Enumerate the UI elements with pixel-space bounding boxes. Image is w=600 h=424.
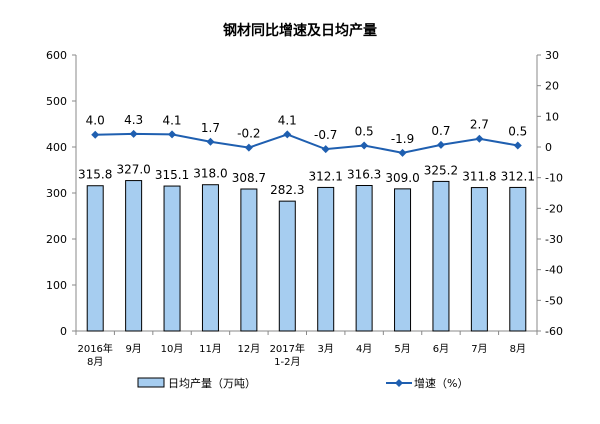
bar-data-label: 312.1 (501, 169, 535, 183)
line-data-label: 4.0 (86, 114, 105, 128)
x-tick-label: 2016年 (77, 342, 112, 355)
line-data-label: 0.5 (508, 124, 527, 138)
x-tick-label: 8月 (87, 356, 103, 368)
bar (163, 185, 181, 332)
line-marker (206, 137, 215, 146)
bar (201, 184, 219, 332)
line-data-label: -0.2 (237, 127, 260, 141)
right-tick-label: -60 (545, 325, 563, 338)
left-tick-label: 0 (60, 325, 67, 338)
legend-bar-label: 日均产量（万吨） (168, 376, 256, 390)
x-tick-label: 10月 (161, 343, 184, 355)
bar-data-label: 309.0 (385, 171, 419, 185)
line-data-label: 4.1 (162, 113, 181, 127)
line-marker (475, 134, 484, 143)
line-marker (360, 141, 369, 150)
bar-data-label: 327.0 (116, 163, 150, 177)
left-tick-label: 200 (46, 233, 67, 246)
x-tick-label: 1-2月 (274, 356, 300, 368)
line-data-label: 0.5 (355, 124, 374, 138)
x-tick-label: 3月 (318, 343, 334, 355)
bar-data-label: 316.3 (347, 168, 381, 182)
line-marker (244, 143, 253, 152)
bar (394, 188, 412, 332)
left-tick-label: 600 (46, 49, 67, 62)
bar (317, 186, 335, 332)
line-data-label: -0.7 (314, 128, 337, 142)
bar-data-label: 315.8 (78, 168, 112, 182)
legend-line-marker (395, 379, 403, 387)
bar (470, 187, 488, 332)
line-data-label: 4.1 (278, 113, 297, 127)
chart-title: 钢材同比增速及日均产量 (223, 22, 377, 39)
bar-data-label: 325.2 (424, 163, 458, 177)
legend-bar-swatch (137, 377, 165, 388)
bar-data-label: 318.0 (193, 167, 227, 181)
right-tick-label: -20 (545, 202, 563, 215)
x-tick-label: 5月 (394, 343, 410, 355)
line-marker (513, 141, 522, 150)
x-tick-label: 7月 (471, 343, 487, 355)
x-tick-label: 9月 (125, 343, 141, 355)
right-tick-label: 0 (545, 141, 552, 154)
x-tick-label: 8月 (510, 343, 526, 355)
line-marker (398, 148, 407, 157)
right-tick-label: 20 (545, 80, 559, 93)
bar-data-label: 312.1 (309, 169, 343, 183)
bar (432, 180, 450, 332)
x-tick-label: 2017年 (270, 342, 305, 355)
left-tick-label: 300 (46, 187, 67, 200)
legend-line-label: 增速（%） (414, 376, 468, 390)
bar (86, 185, 104, 332)
left-tick-label: 400 (46, 141, 67, 154)
growth-line (95, 132, 518, 154)
bar (125, 180, 143, 332)
line-marker (321, 145, 330, 154)
x-tick-label: 4月 (356, 343, 372, 355)
x-tick-label: 6月 (433, 343, 449, 355)
line-marker (91, 130, 100, 139)
right-tick-label: -10 (545, 172, 563, 185)
bar (278, 200, 296, 332)
line-marker (436, 140, 445, 149)
right-tick-label: 10 (545, 110, 559, 123)
bar (240, 188, 258, 332)
bar-data-label: 315.1 (155, 168, 189, 182)
bar-data-label: 311.8 (462, 170, 496, 184)
line-data-label: 1.7 (201, 121, 220, 135)
line-data-label: 2.7 (470, 118, 489, 132)
left-tick-label: 100 (46, 279, 67, 292)
legend: 日均产量（万吨） 增速（%） (137, 376, 468, 390)
bar (355, 185, 373, 332)
bar-data-label: 308.7 (232, 171, 266, 185)
right-tick-label: -40 (545, 264, 563, 277)
right-tick-label: -50 (545, 294, 563, 307)
x-tick-label: 12月 (238, 343, 261, 355)
right-tick-label: -30 (545, 233, 563, 246)
right-tick-label: 30 (545, 49, 559, 62)
line-marker (283, 130, 292, 139)
line-data-label: 4.3 (124, 113, 143, 127)
line-data-label: -1.9 (391, 132, 414, 146)
line-marker (168, 130, 177, 139)
bar (509, 186, 527, 332)
bar-data-label: 282.3 (270, 183, 304, 197)
x-tick-label: 11月 (199, 343, 222, 355)
line-marker (129, 129, 138, 138)
line-data-label: 0.7 (431, 124, 450, 138)
left-tick-label: 500 (46, 95, 67, 108)
